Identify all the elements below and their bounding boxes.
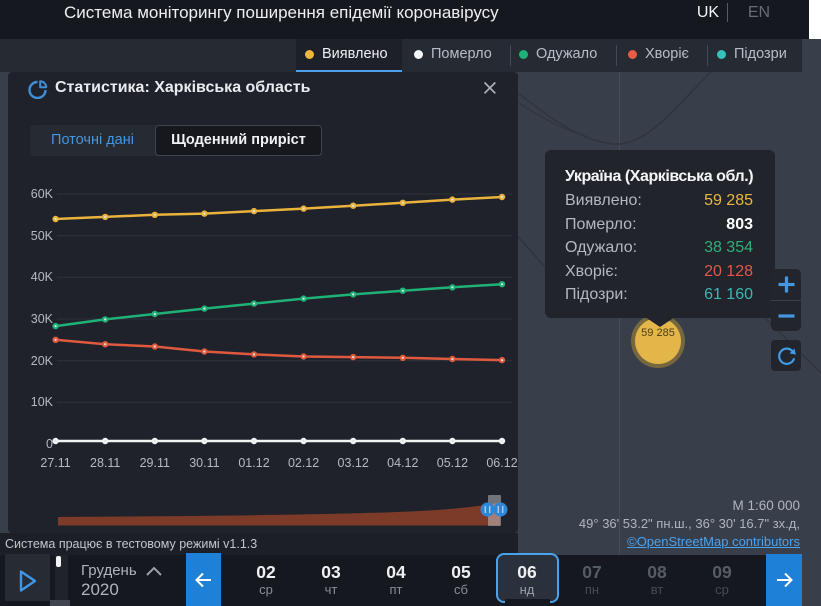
svg-text:59 285: 59 285 bbox=[641, 327, 675, 339]
